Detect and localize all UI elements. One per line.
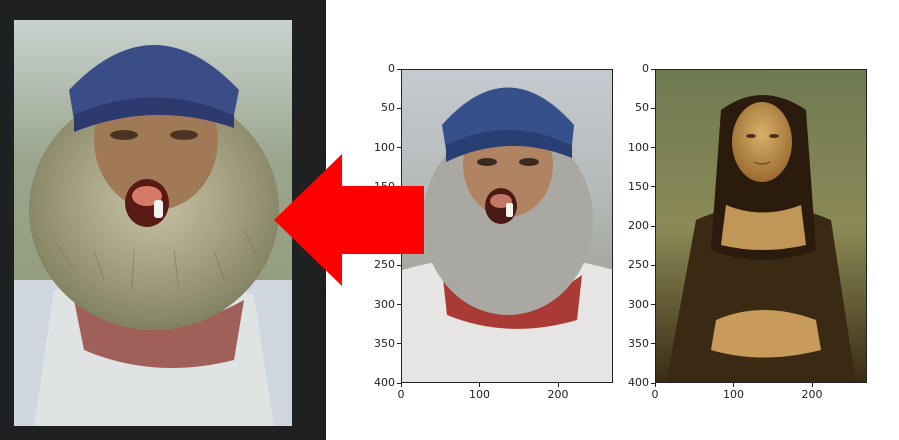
style-x-tick-label: 0 [651, 388, 659, 401]
content-x-tick-mark [400, 383, 402, 387]
content-y-tick-mark [397, 382, 401, 384]
style-y-tick-mark [651, 225, 655, 227]
style-y-tick-mark [651, 304, 655, 305]
content-y-tick-mark [397, 68, 401, 70]
style-x-tick-mark [654, 383, 656, 387]
style-y-tick-mark [651, 382, 655, 384]
style-y-tick-mark [651, 68, 655, 70]
style-image-axes [655, 69, 867, 383]
style-y-tick-mark [651, 343, 655, 345]
content-image-axes [401, 69, 613, 383]
stylized-output-image [14, 20, 292, 426]
content-y-tick-label: 400 [374, 376, 395, 389]
content-y-tick-mark [397, 264, 401, 266]
style-x-tick-mark [733, 383, 735, 387]
content-y-tick-label: 0 [388, 62, 395, 75]
style-y-tick-label: 0 [642, 62, 649, 75]
style-x-tick-label: 200 [801, 388, 823, 401]
content-y-tick-mark [397, 343, 401, 345]
stylized-portrait-image [14, 20, 292, 426]
arrow-shape [274, 154, 424, 286]
style-x-tick-label: 100 [723, 388, 745, 401]
style-y-tick-label: 300 [628, 297, 649, 311]
left-arrow-icon [274, 154, 424, 286]
content-x-tick-mark [479, 383, 481, 387]
style-x-tick-mark [811, 383, 813, 387]
content-x-tick-label: 0 [397, 388, 405, 401]
style-y-tick-label: 250 [628, 258, 649, 272]
content-x-tick-label: 100 [469, 388, 491, 401]
bearded-man-photo [402, 70, 612, 382]
style-y-tick-mark [651, 264, 655, 266]
content-x-tick-label: 200 [547, 388, 569, 401]
content-y-tick-label: 300 [374, 297, 395, 311]
style-y-tick-label: 350 [628, 336, 649, 350]
mona-lisa-painting [656, 70, 866, 382]
style-y-tick-mark [651, 107, 655, 109]
style-y-tick-mark [651, 147, 655, 148]
content-y-tick-label: 50 [381, 101, 395, 115]
content-y-tick-label: 350 [374, 336, 395, 350]
content-y-tick-mark [397, 304, 401, 305]
content-y-tick-label: 250 [374, 258, 395, 272]
content-y-tick-label: 100 [374, 140, 395, 154]
style-y-tick-label: 150 [628, 179, 649, 193]
content-y-tick-mark [397, 147, 401, 148]
content-x-tick-mark [557, 383, 559, 387]
style-y-tick-label: 400 [628, 376, 649, 389]
style-y-tick-label: 50 [635, 101, 649, 115]
content-y-tick-mark [397, 107, 401, 109]
style-y-tick-mark [651, 186, 655, 188]
style-y-tick-label: 200 [628, 219, 649, 232]
style-y-tick-label: 100 [628, 140, 649, 154]
